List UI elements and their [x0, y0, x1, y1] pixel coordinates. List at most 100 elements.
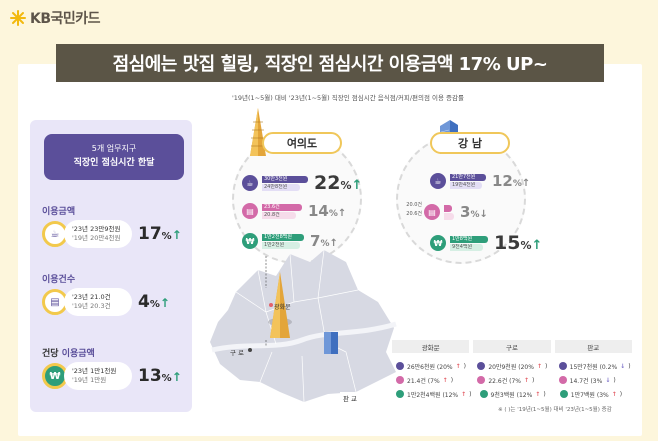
coffee-cup-icon: ☕ — [242, 175, 258, 191]
seoul-map — [210, 249, 397, 403]
bar-2019: 9천4백원 — [450, 243, 483, 251]
bar-2023 — [444, 204, 452, 212]
arrow-up-icon: ↑ — [461, 390, 467, 398]
arrow-up-icon: ↑ — [611, 390, 617, 398]
arrow-up-icon: ↑ — [351, 178, 363, 193]
percent-change: 12%↑ — [492, 172, 531, 190]
table-cell: 14.7건 (3% ↓) — [555, 376, 632, 385]
arrow-up-icon: ↑ — [523, 376, 530, 384]
arrow-up-icon: ↑ — [159, 296, 170, 310]
table-row: 1만2천4백원 (12% ↑) 9천3백원 (12% ↑) 1만7백원 (3% … — [392, 387, 632, 401]
bar-2019: 20.8건 — [262, 211, 296, 219]
subtitle: '19년(1~5월) 대비 '23년(1~5월) 직장인 점심시간 음식점/커피… — [231, 94, 465, 102]
bar-2019 — [444, 212, 454, 220]
gangnam-row-per-use: ₩ 1만8백원 9천4백원 15%↑ — [430, 232, 542, 254]
store-icon: ▤ — [242, 203, 258, 219]
arrow-down-icon: ↓ — [605, 376, 611, 384]
metric-previous: '19년 1만원 — [72, 376, 107, 384]
summary-header-line1: 5개 업무지구 — [91, 144, 137, 153]
metric-values: '23년 1만1천원 '19년 1만원 — [64, 362, 132, 390]
arrow-up-icon: ↑ — [329, 238, 338, 249]
district-yeouido-tag: 여의도 — [262, 132, 342, 154]
metric-percent: 4%↑ — [138, 292, 170, 312]
yeouido-row-amount: ☕ 30만3천원 24만8천원 22%↑ — [242, 172, 362, 194]
brand-logo: KB국민카드 — [10, 8, 101, 28]
bar-2023: 23.6건 — [262, 203, 302, 211]
table-row: 21.4건 (7% ↑) 22.6건 (7% ↑) 14.7건 (3% ↓) — [392, 373, 632, 387]
metric-row-amount: ☕ '23년 23만9천원 '19년 20만4천원 17%↑ — [42, 220, 182, 248]
metric-values: '23년 23만9천원 '19년 20만4천원 — [64, 220, 132, 248]
arrow-up-icon: ↑ — [455, 362, 461, 370]
metric-previous: '19년 20만4천원 — [72, 234, 121, 242]
gangnam-row-count: ▤ 3%↓ — [424, 203, 488, 221]
table-cell: 20만9천원 (20% ↑) — [473, 362, 550, 371]
metric-percent: 17%↑ — [138, 224, 182, 244]
column-header: 광화문 — [392, 340, 470, 353]
coffee-cup-icon — [396, 362, 404, 370]
district-gangnam-tag: 강 남 — [430, 132, 510, 154]
arrow-up-icon: ↑ — [442, 376, 448, 384]
metric-label-per-use: 건당 이용금액 — [42, 349, 95, 359]
arrow-up-icon: ↑ — [531, 238, 543, 253]
bar-2019: 1만2천원 — [262, 241, 300, 249]
bar-2019: 19만4천원 — [450, 181, 482, 189]
bar-2019: 24만8천원 — [262, 183, 300, 191]
won-coin-icon: ₩ — [242, 233, 258, 249]
metric-row-per-use: ₩ '23년 1만1천원 '19년 1만원 13%↑ — [42, 362, 182, 390]
column-header: 판교 — [554, 340, 632, 353]
comparison-bars: 21만7천원 19만4천원 — [450, 173, 486, 189]
comparison-bars: 1만8백원 9천4백원 — [450, 235, 488, 251]
won-coin-icon — [479, 390, 488, 398]
coffee-cup-icon: ☕ — [430, 173, 446, 189]
summary-header: 5개 업무지구 직장인 점심시간 한달 — [44, 134, 184, 180]
brand-name: KB국민카드 — [30, 11, 101, 27]
arrow-up-icon: ↑ — [521, 178, 531, 189]
metric-label-count: 이용건수 — [42, 275, 76, 285]
table-cell: 9천3백원 (12% ↑) — [476, 390, 552, 399]
comparison-bars: 23.6건 20.8건 — [262, 203, 302, 219]
value-2023: 20.0건 — [406, 202, 422, 208]
coffee-cup-icon — [558, 362, 567, 370]
metric-row-count: ▤ '23년 21.0건 '19년 20.3건 4%↑ — [42, 288, 170, 316]
won-coin-icon: ₩ — [430, 235, 446, 251]
bar-2023: 1만8백원 — [450, 235, 488, 243]
value-2019: 20.6건 — [406, 211, 422, 217]
table-cell: 21.4건 (7% ↑) — [392, 376, 469, 385]
metric-current: '23년 21.0건 — [72, 293, 111, 301]
summary-header-line2: 직장인 점심시간 한달 — [73, 158, 155, 168]
page-title: 점심에는 맛집 힐링, 직장인 점심시간 이용금액 17% UP~ — [56, 44, 604, 82]
store-icon: ▤ — [424, 204, 440, 220]
won-coin-icon — [396, 390, 404, 398]
metric-label-amount: 이용금액 — [42, 207, 76, 217]
comparison-bars — [444, 204, 454, 220]
gangnam-row-amount: ☕ 21만7천원 19만4천원 12%↑ — [430, 172, 530, 190]
bar-2023: 30만3천원 — [262, 175, 308, 183]
store-icon — [558, 376, 567, 384]
won-coin-icon — [559, 390, 568, 398]
table-cell: 22.6건 (7% ↑) — [473, 376, 550, 385]
arrow-up-icon: ↑ — [535, 390, 541, 398]
bar-2023: 21만7천원 — [450, 173, 486, 181]
column-header: 구로 — [473, 340, 551, 353]
yeouido-row-per-use: ₩ 1만2천8백원 1만2천원 7%↑ — [242, 232, 338, 250]
arrow-down-icon: ↓ — [620, 362, 626, 370]
percent-change: 22%↑ — [314, 172, 363, 194]
store-icon — [477, 376, 486, 384]
table-header: 광화문 구로 판교 — [392, 340, 632, 353]
table-cell: 15만7천원 (0.2% ↓) — [555, 362, 632, 371]
metric-percent: 13%↑ — [138, 366, 182, 386]
coffee-cup-icon — [477, 362, 486, 370]
table-row: 26만6천원 (20% ↑) 20만9천원 (20% ↑) 15만7천원 (0.… — [392, 359, 632, 373]
footnote: ※ ( )는 '19년(1~5월) 대비 '23년(1~5월) 증감 — [498, 407, 612, 413]
store-icon — [396, 376, 404, 384]
table-cell: 1만7백원 (3% ↑) — [556, 390, 632, 399]
metric-current: '23년 1만1천원 — [72, 367, 117, 375]
bar-2023: 1만2천8백원 — [262, 233, 304, 241]
yeouido-row-count: ▤ 23.6건 20.8건 14%↑ — [242, 202, 346, 220]
percent-change: 7%↑ — [310, 232, 338, 250]
percent-change: 15%↑ — [494, 232, 543, 254]
arrow-up-icon: ↑ — [536, 362, 542, 370]
map-label-gwanghwamun: 광화문 — [274, 304, 291, 311]
kb-star-icon — [10, 10, 26, 26]
arrow-up-icon: ↑ — [171, 228, 182, 242]
